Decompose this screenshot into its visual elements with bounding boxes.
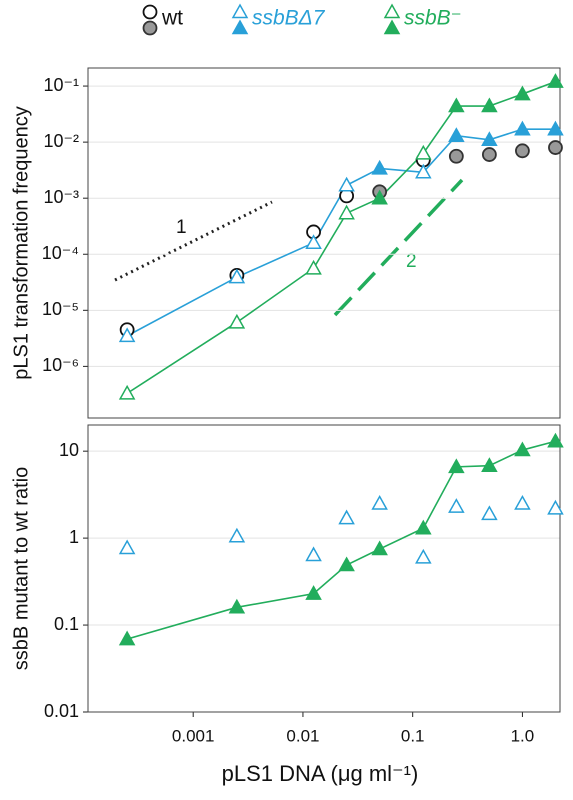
y-tick-label: 10⁻² [43, 131, 79, 151]
x-axis-title: pLS1 DNA (μg ml⁻¹) [222, 761, 419, 786]
data-point [514, 494, 531, 510]
data-point [547, 432, 564, 448]
legend-marker [383, 3, 401, 19]
data-point [415, 163, 432, 179]
data-point [371, 189, 388, 205]
data-point [371, 540, 388, 556]
legend-marker [231, 3, 249, 19]
y-tick-label: 10⁻³ [43, 187, 79, 207]
x-tick-label: 0.01 [286, 726, 319, 745]
data-point [547, 73, 564, 88]
data-point [548, 140, 563, 155]
legend-marker [142, 20, 158, 36]
slope-2-guide [333, 178, 464, 317]
data-point [515, 143, 530, 159]
data-point [118, 327, 136, 343]
y-tick-label: 0.01 [44, 701, 79, 721]
x-tick-label: 0.1 [401, 726, 425, 745]
legend-marker [142, 4, 158, 20]
data-point [338, 176, 355, 192]
data-point [118, 539, 136, 555]
y-tick-label: 10⁻¹ [43, 75, 79, 95]
data-point [371, 494, 388, 510]
y-axis-title: ssbB mutant to wt ratio [10, 467, 32, 670]
data-point [118, 384, 136, 400]
data-point [371, 159, 388, 175]
legend-marker [231, 19, 249, 35]
data-point [448, 498, 465, 513]
plot-frame [87, 67, 561, 419]
data-point [415, 144, 432, 160]
x-tick-label: 0.001 [172, 726, 215, 745]
y-tick-label: 10⁻⁴ [42, 243, 79, 263]
data-point [514, 120, 531, 136]
data-point [481, 97, 498, 113]
data-point [228, 527, 246, 543]
data-point [415, 548, 432, 564]
y-tick-label: 0.1 [54, 614, 79, 634]
y-axis-title: pLS1 transformation frequency [10, 106, 32, 380]
data-point [305, 234, 322, 250]
data-point [305, 259, 322, 275]
data-point [514, 85, 531, 101]
y-tick-label: 10 [59, 440, 79, 460]
data-point [338, 204, 355, 220]
data-point [481, 457, 498, 472]
data-point [547, 120, 564, 136]
data-point [481, 505, 498, 521]
data-point [448, 148, 464, 164]
data-point [228, 268, 246, 284]
annotation: 2 [406, 251, 417, 272]
data-point [118, 630, 136, 646]
legend-label: ssbB⁻ [404, 7, 462, 30]
x-tick-label: 1.0 [511, 726, 535, 745]
data-point [448, 127, 465, 142]
y-tick-label: 1 [69, 527, 79, 547]
series-line [126, 128, 556, 337]
data-point [228, 598, 246, 614]
series-line [126, 80, 556, 395]
plot-frame [87, 424, 561, 713]
data-point [305, 585, 322, 600]
data-point [547, 499, 564, 515]
data-point [448, 97, 465, 113]
data-point [481, 147, 497, 162]
data-point [228, 313, 246, 329]
data-point [481, 131, 498, 147]
legend-label: ssbBΔ7 [252, 7, 326, 30]
data-point [448, 458, 465, 474]
legend-label: wt [161, 7, 183, 30]
data-point [415, 519, 432, 535]
data-point [514, 441, 531, 457]
data-point [305, 546, 322, 562]
data-point [338, 509, 355, 525]
series-line [126, 440, 556, 640]
annotation: 1 [176, 217, 187, 238]
legend-marker [383, 19, 401, 35]
y-tick-label: 10⁻⁵ [42, 299, 79, 319]
data-point [338, 556, 355, 572]
y-tick-label: 10⁻⁶ [42, 355, 79, 375]
